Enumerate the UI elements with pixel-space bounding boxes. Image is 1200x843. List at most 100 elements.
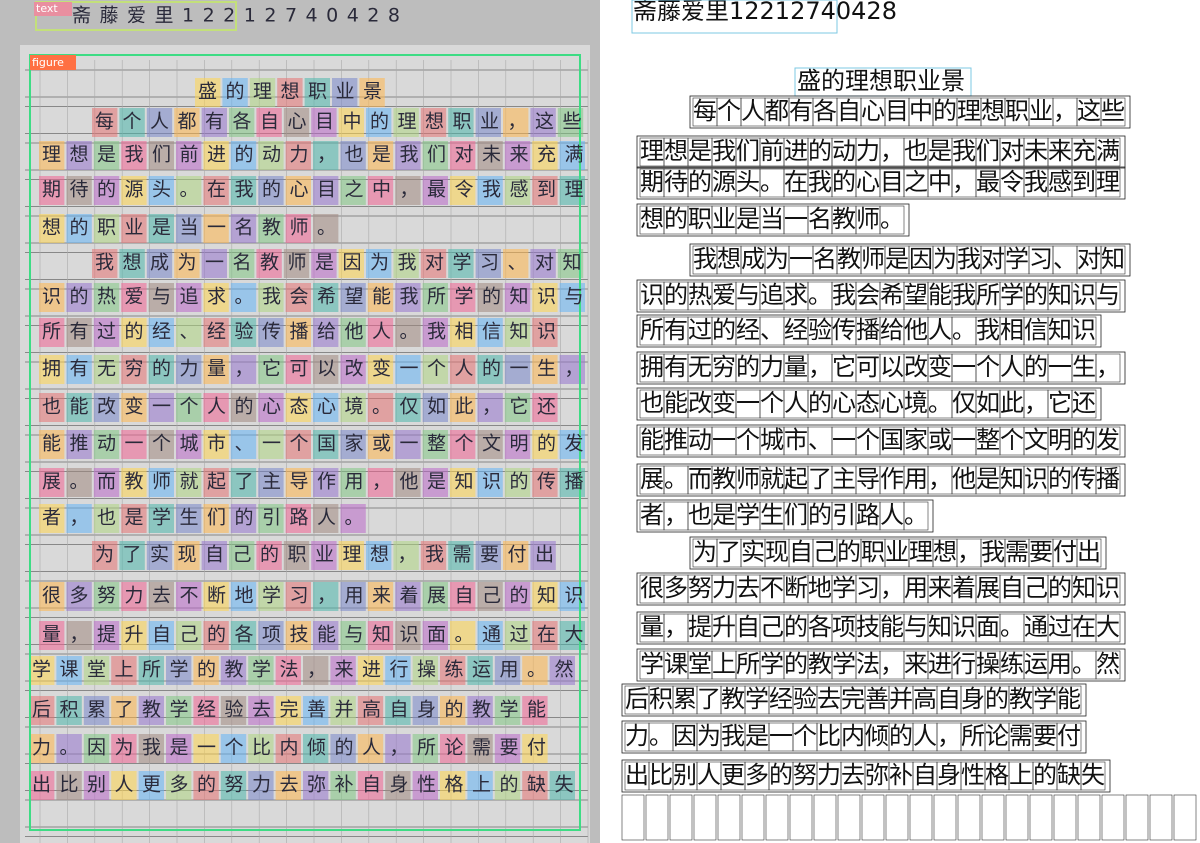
char-box <box>230 621 257 650</box>
char-box <box>220 696 247 725</box>
char-box <box>412 734 438 763</box>
char-box <box>203 582 229 611</box>
char-box <box>230 393 257 422</box>
handwritten-line: 期待的源头。在我的心目之中，最令我感到理 <box>42 179 592 201</box>
char-box <box>532 283 558 312</box>
ocr-line-box <box>636 279 1126 313</box>
char-box <box>39 141 65 170</box>
char-box <box>532 582 558 611</box>
char-box <box>275 696 301 725</box>
char-box <box>304 78 330 107</box>
char-box <box>311 541 337 570</box>
char-box <box>258 504 284 533</box>
char-box <box>303 696 329 725</box>
handwritten-line: 也能改变一个人的心态心境。仅如此，它还 <box>42 396 565 418</box>
char-box <box>29 696 55 725</box>
char-box <box>477 176 503 205</box>
char-box <box>121 283 147 312</box>
char-box <box>119 541 145 570</box>
char-box <box>121 355 147 384</box>
char-box <box>440 696 466 725</box>
char-box <box>412 771 438 800</box>
char-box <box>220 771 247 800</box>
handwritten-line: 者，也是学生们的引路人。 <box>42 507 372 529</box>
char-box <box>203 430 229 459</box>
char-box <box>39 318 65 347</box>
ocr-line-box <box>636 424 1126 458</box>
char-box <box>311 108 337 137</box>
char-box <box>313 214 339 243</box>
char-box <box>176 283 202 312</box>
char-box <box>504 430 531 459</box>
char-box <box>285 468 311 497</box>
ocr-char-box <box>1029 794 1053 841</box>
char-box <box>119 249 145 278</box>
ocr-line-box <box>621 759 1111 793</box>
char-box <box>56 696 82 725</box>
ocr-char-box <box>717 794 741 841</box>
char-box <box>366 541 392 570</box>
char-box <box>467 656 493 685</box>
char-box <box>477 355 503 384</box>
char-box <box>275 656 301 685</box>
char-box <box>285 141 311 170</box>
char-box <box>66 318 92 347</box>
char-box <box>422 582 448 611</box>
char-box <box>176 318 202 347</box>
char-box <box>467 734 493 763</box>
char-box <box>121 621 147 650</box>
char-box <box>193 696 219 725</box>
char-box <box>532 318 558 347</box>
char-box <box>39 355 65 384</box>
char-box <box>39 430 65 459</box>
char-box <box>166 696 192 725</box>
char-box <box>146 249 173 278</box>
char-box <box>39 621 65 650</box>
handwritten-line: 为了实现自己的职业理想，我需要付出 <box>95 544 563 566</box>
char-box <box>503 541 529 570</box>
ocr-char-box <box>1095 465 1121 495</box>
char-box <box>203 318 229 347</box>
char-box <box>477 430 503 459</box>
handwritten-title: 盛的理想职业景 <box>198 81 391 103</box>
char-box <box>230 214 257 243</box>
ocr-char-box <box>1095 281 1121 311</box>
ocr-char-box <box>813 794 837 841</box>
char-box <box>313 621 339 650</box>
ocr-line-box <box>636 611 1126 645</box>
char-box <box>450 176 476 205</box>
char-box <box>249 78 276 107</box>
char-box <box>357 656 384 685</box>
char-box <box>357 734 384 763</box>
char-box <box>467 771 493 800</box>
char-box <box>56 656 82 685</box>
char-box <box>422 318 448 347</box>
ocr-line-box <box>636 135 1126 169</box>
char-box <box>166 656 192 685</box>
char-box <box>66 355 92 384</box>
char-box <box>258 318 284 347</box>
char-box <box>92 541 118 570</box>
handwritten-line: 能推动一个城市、一个国家或一整个文明的发 <box>42 433 592 455</box>
ocr-line-box <box>689 95 1131 129</box>
ocr-char-box <box>1095 574 1121 604</box>
ocr-line: 所有过的经、经验传播给他人。我相信知识 <box>640 316 1096 344</box>
text-label: text <box>36 2 58 15</box>
char-box <box>146 541 173 570</box>
char-box <box>450 468 476 497</box>
char-box <box>146 108 173 137</box>
char-box <box>522 696 548 725</box>
ocr-line: 也能改变一个人的心态心境。仅如此，它还 <box>640 389 1096 417</box>
char-box <box>66 582 92 611</box>
handwritten-line: 展。而教师就起了主导作用，他是知识的传播 <box>42 471 592 493</box>
char-box <box>504 141 531 170</box>
ocr-char-box <box>861 794 885 841</box>
char-box <box>258 214 284 243</box>
figure-label: figure <box>32 56 64 69</box>
char-box <box>359 78 385 107</box>
char-box <box>203 621 229 650</box>
char-box <box>258 283 284 312</box>
char-box <box>148 176 174 205</box>
char-box <box>230 141 257 170</box>
